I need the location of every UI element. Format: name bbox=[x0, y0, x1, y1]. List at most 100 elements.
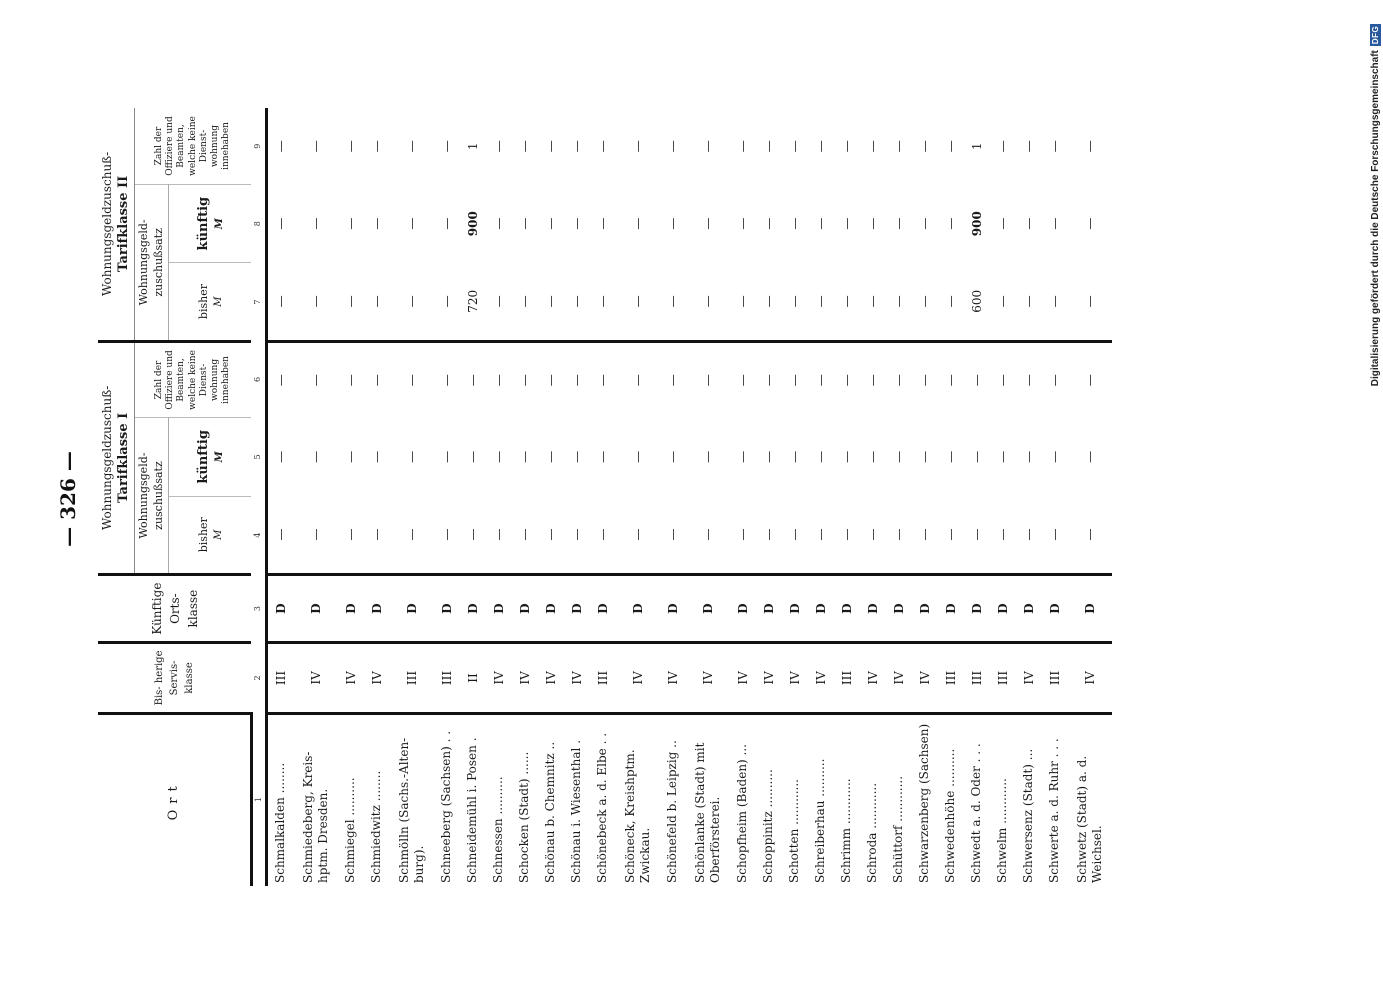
tk1-bisher: — bbox=[865, 528, 880, 541]
header-ort: Ort bbox=[98, 713, 252, 886]
tk2-count: — bbox=[543, 140, 558, 153]
place-name: Schmiedeberg, Kreis- hptm. Dresden. bbox=[293, 713, 338, 886]
tk2-bisher: — bbox=[439, 295, 454, 308]
table-row: Schönlanke (Stadt) mit Oberförsterei. IV D… bbox=[685, 108, 730, 886]
tk2-bisher: — bbox=[273, 295, 288, 308]
tk2-count: — bbox=[865, 140, 880, 153]
tk2-bisher: — bbox=[491, 295, 506, 308]
header-unit-col5: M bbox=[213, 451, 225, 463]
tk2-count: — bbox=[404, 140, 419, 153]
tk1-bisher: — bbox=[917, 528, 932, 541]
tk2-kuenftig: — bbox=[404, 217, 419, 230]
place-name: Schmiegel .......... bbox=[337, 713, 364, 886]
table-row: Schwelm ............ III D — — — — — — bbox=[989, 108, 1016, 886]
servis-class: III bbox=[937, 642, 964, 714]
tk2-count: — bbox=[787, 140, 802, 153]
tk2-kuenftig: — bbox=[439, 217, 454, 230]
table-row: Schwetz (Stadt) a. d. Weichsel. IV D — — — — — — bbox=[1067, 108, 1112, 886]
tk1-bisher: — bbox=[569, 528, 584, 541]
place-name: Schopfheim (Baden) ... bbox=[729, 713, 756, 886]
tk1-bisher: — bbox=[517, 528, 532, 541]
place-name: Schotten ............ bbox=[781, 713, 808, 886]
header-kuenftig-1-label: künftig bbox=[195, 430, 211, 484]
orts-class: D bbox=[989, 574, 1016, 643]
tk2-count: — bbox=[569, 140, 584, 153]
tk2-kuenftig: — bbox=[839, 217, 854, 230]
tk2-bisher: — bbox=[569, 295, 584, 308]
tk2-kuenftig: — bbox=[700, 217, 715, 230]
orts-class: D bbox=[589, 574, 616, 643]
column-number-row: 1 2 3 4 5 6 7 8 9 bbox=[251, 108, 267, 886]
tk1-kuenftig: — bbox=[369, 450, 384, 463]
table-row: Schmiedeberg, Kreis- hptm. Dresden. IV D — —… bbox=[293, 108, 338, 886]
tk1-kuenftig: — bbox=[969, 450, 984, 463]
tk1-kuenftig: — bbox=[465, 450, 480, 463]
place-name: Schmölln (Sachs.-Alten- burg). bbox=[389, 713, 434, 886]
tk2-kuenftig: 900 bbox=[465, 211, 480, 237]
place-name: Schnessen .......... bbox=[485, 713, 512, 886]
tk2-count: — bbox=[1021, 140, 1036, 153]
place-name: Schmiedwitz ........ bbox=[363, 713, 390, 886]
tk2-bisher: — bbox=[595, 295, 610, 308]
tk1-kuenftig: — bbox=[665, 450, 680, 463]
place-name: Schocken (Stadt) ...... bbox=[511, 713, 538, 886]
tk1-bisher: — bbox=[995, 528, 1010, 541]
tk2-count: — bbox=[665, 140, 680, 153]
table-row: Schnessen .......... IV D — — — — — — bbox=[485, 108, 512, 886]
tk1-kuenftig: — bbox=[543, 450, 558, 463]
header-kuenftig-2: künftig M bbox=[168, 184, 252, 263]
orts-class: D bbox=[511, 574, 538, 643]
table-row: Schönefeld b. Leipzig .. IV D — — — — — — bbox=[659, 108, 686, 886]
credit-text: Digitalisierung gefördert durch die Deut… bbox=[1369, 50, 1381, 387]
header-tarifklasse-1-subtitle: Tarifklasse I bbox=[115, 412, 131, 503]
tk2-kuenftig: — bbox=[761, 217, 776, 230]
orts-class: D bbox=[537, 574, 564, 643]
tk2-kuenftig: — bbox=[517, 217, 532, 230]
tk2-count: — bbox=[595, 140, 610, 153]
tk2-bisher: — bbox=[1082, 295, 1097, 308]
servis-class: III bbox=[989, 642, 1016, 714]
tk2-count: — bbox=[813, 140, 828, 153]
orts-class: D bbox=[563, 574, 590, 643]
tk1-bisher: — bbox=[543, 528, 558, 541]
tk2-kuenftig: — bbox=[569, 217, 584, 230]
tk1-count: — bbox=[563, 341, 590, 418]
tk1-count: — bbox=[433, 341, 460, 418]
tk2-count: — bbox=[1047, 140, 1062, 153]
servis-class: IV bbox=[781, 642, 808, 714]
digitization-credit: Digitalisierung gefördert durch die Deut… bbox=[1367, 23, 1383, 386]
tk1-bisher: — bbox=[465, 528, 480, 541]
orts-class: D bbox=[459, 574, 486, 643]
orts-class: D bbox=[833, 574, 860, 643]
header-zuschusssatz-2: Wohnungsgeld- zuschußsatz bbox=[134, 184, 169, 342]
tk1-bisher: — bbox=[630, 528, 645, 541]
servis-class: III bbox=[389, 642, 434, 714]
tk1-count: — bbox=[363, 341, 390, 418]
header-tarifklasse-2: Wohnungsgeldzuschuß- Tarifklasse II bbox=[98, 108, 135, 342]
tk1-bisher: — bbox=[308, 528, 323, 541]
tk1-bisher: — bbox=[839, 528, 854, 541]
tk1-bisher: — bbox=[969, 528, 984, 541]
tk1-count: — bbox=[807, 341, 834, 418]
tk2-bisher: — bbox=[700, 295, 715, 308]
tk1-count: — bbox=[1015, 341, 1042, 418]
tk1-count: — bbox=[659, 341, 686, 418]
tk2-count: — bbox=[343, 140, 358, 153]
tk2-kuenftig: — bbox=[1047, 217, 1062, 230]
place-name: Schönebeck a. d. Elbe . . bbox=[589, 713, 616, 886]
servis-class: III bbox=[266, 642, 294, 714]
tk1-kuenftig: — bbox=[700, 450, 715, 463]
place-name: Schwedenhöhe .......... bbox=[937, 713, 964, 886]
tk2-bisher: — bbox=[943, 295, 958, 308]
table-row: Schopfheim (Baden) ... IV D — — — — — — bbox=[729, 108, 756, 886]
tk1-kuenftig: — bbox=[517, 450, 532, 463]
tk2-count: — bbox=[273, 140, 288, 153]
tk1-bisher: — bbox=[343, 528, 358, 541]
tk1-bisher: — bbox=[761, 528, 776, 541]
tk1-bisher: — bbox=[273, 528, 288, 541]
place-name: Schönau i. Wiesenthal . bbox=[563, 713, 590, 886]
tk1-count: — bbox=[963, 341, 990, 418]
table-row: Schöneck, Kreishptm. Zwickau. IV D — — — — — — bbox=[615, 108, 660, 886]
tk1-kuenftig: — bbox=[761, 450, 776, 463]
servis-class: IV bbox=[511, 642, 538, 714]
